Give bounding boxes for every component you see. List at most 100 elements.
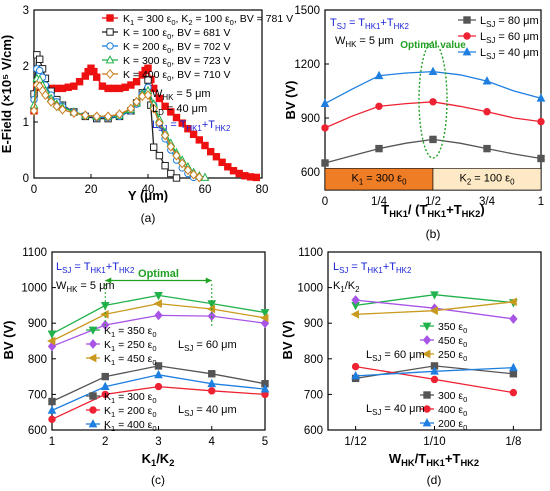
legend-marker [422, 349, 431, 359]
x-axis-label: WHK/THK1+THK2 [389, 451, 479, 468]
data-point [149, 103, 158, 114]
data-point [48, 415, 56, 424]
annotation: LSJ = THK1+THK2 [56, 261, 134, 275]
data-point [351, 295, 360, 305]
data-point [47, 405, 57, 414]
legend-label: K = 400 ε0, BV = 710 V [123, 69, 231, 83]
data-point [208, 387, 216, 395]
data-point [41, 90, 50, 101]
legend-marker [88, 326, 98, 335]
data-point [482, 76, 492, 85]
data-point [155, 118, 164, 129]
x-tick-label: 0 [31, 184, 37, 196]
annotation: LSJ = 40 μm [178, 404, 237, 418]
data-point [47, 330, 57, 339]
data-point [207, 147, 215, 156]
y-tick-label: 3 [23, 5, 29, 17]
annotation: TSJ = THK1+THK2 [330, 17, 409, 31]
data-point [189, 169, 198, 180]
data-point [36, 55, 44, 63]
data-point [208, 370, 216, 378]
data-point [144, 76, 152, 84]
legend-marker [89, 406, 97, 414]
x-tick-label: 1/10 [423, 436, 445, 448]
data-point [172, 174, 181, 182]
legend-label: K1 = 300 ε0 [104, 391, 157, 405]
region-band [432, 168, 542, 191]
legend-marker [463, 32, 471, 40]
data-point [260, 309, 270, 318]
data-point [178, 158, 187, 169]
data-point [483, 108, 491, 116]
data-point [48, 397, 56, 406]
data-point [161, 161, 169, 170]
legend-label: K1 = 300 ε0, K2 = 100 ε0, BV = 781 V [123, 13, 293, 27]
legend-label: K = 300 ε0, BV = 723 V [123, 55, 231, 69]
data-point [92, 111, 101, 122]
annotation: WHK = 5 μm [335, 35, 394, 49]
legend-marker [105, 55, 115, 64]
data-point [429, 98, 437, 106]
data-point [172, 150, 181, 161]
data-point [509, 370, 518, 378]
data-point [260, 313, 269, 323]
data-point [143, 90, 153, 101]
x-tick-label: 2 [102, 436, 108, 448]
x-tick-label: 5 [262, 436, 268, 448]
legend-label: K1 = 400 ε0 [104, 419, 157, 433]
data-point [509, 362, 518, 372]
data-point [430, 291, 439, 300]
annotation: LD = 40 μm [152, 103, 207, 117]
data-point [155, 94, 164, 103]
data-point [509, 388, 518, 397]
y-tick-label: 700 [304, 389, 323, 401]
data-point [430, 366, 439, 375]
annotation: WHK = 5 μm [56, 280, 115, 294]
series-line [324, 101, 542, 129]
legend-marker [88, 419, 98, 428]
data-point [430, 375, 439, 384]
data-point [537, 154, 545, 163]
band-label: K1 = 300 ε0 [351, 172, 407, 186]
band-label: K2 = 100 ε0 [459, 172, 515, 186]
data-point [36, 66, 44, 75]
legend-marker [106, 28, 114, 36]
y-tick-label: 800 [304, 354, 323, 366]
data-point [154, 382, 163, 391]
data-point [252, 173, 261, 182]
data-point [103, 111, 113, 122]
data-point [29, 105, 39, 116]
legend-label: K1 = 250 ε0 [104, 339, 157, 353]
y-axis-label: BV (V) [280, 321, 295, 360]
x-tick-label: 80 [256, 184, 269, 196]
legend-marker [423, 405, 431, 413]
data-point [321, 124, 329, 132]
legend-label: LSJ = 40 μm [480, 47, 539, 61]
data-point [212, 153, 221, 161]
y-tick-label: 1100 [22, 247, 47, 259]
legend-marker [105, 69, 115, 79]
data-point [75, 77, 84, 86]
data-point [172, 113, 181, 122]
legend-marker [463, 16, 471, 24]
y-tick-label: 600 [301, 167, 320, 179]
legend-label: 450 ε0 [438, 335, 467, 349]
data-point [100, 381, 110, 390]
data-point [47, 336, 56, 346]
y-tick-label: 1500 [294, 5, 320, 17]
data-point [101, 390, 109, 399]
data-point [195, 172, 204, 183]
legend-label: LSJ = 60 μm [480, 31, 539, 45]
data-point [132, 77, 141, 86]
y-tick-label: 900 [28, 318, 47, 330]
x-axis-label: THK1/ (THK1+THK2) [381, 202, 484, 219]
x-tick-label: 1/8 [505, 436, 521, 448]
legend-label: LSJ = 80 μm [480, 15, 539, 29]
data-point [351, 362, 360, 371]
data-point [161, 102, 169, 111]
y-axis-label: E-Field (×10⁵ V/cm) [0, 35, 14, 153]
data-point [144, 64, 152, 72]
y-tick-label: 1200 [294, 59, 320, 71]
y-axis-label: BV (V) [1, 321, 16, 360]
data-point [201, 141, 209, 150]
